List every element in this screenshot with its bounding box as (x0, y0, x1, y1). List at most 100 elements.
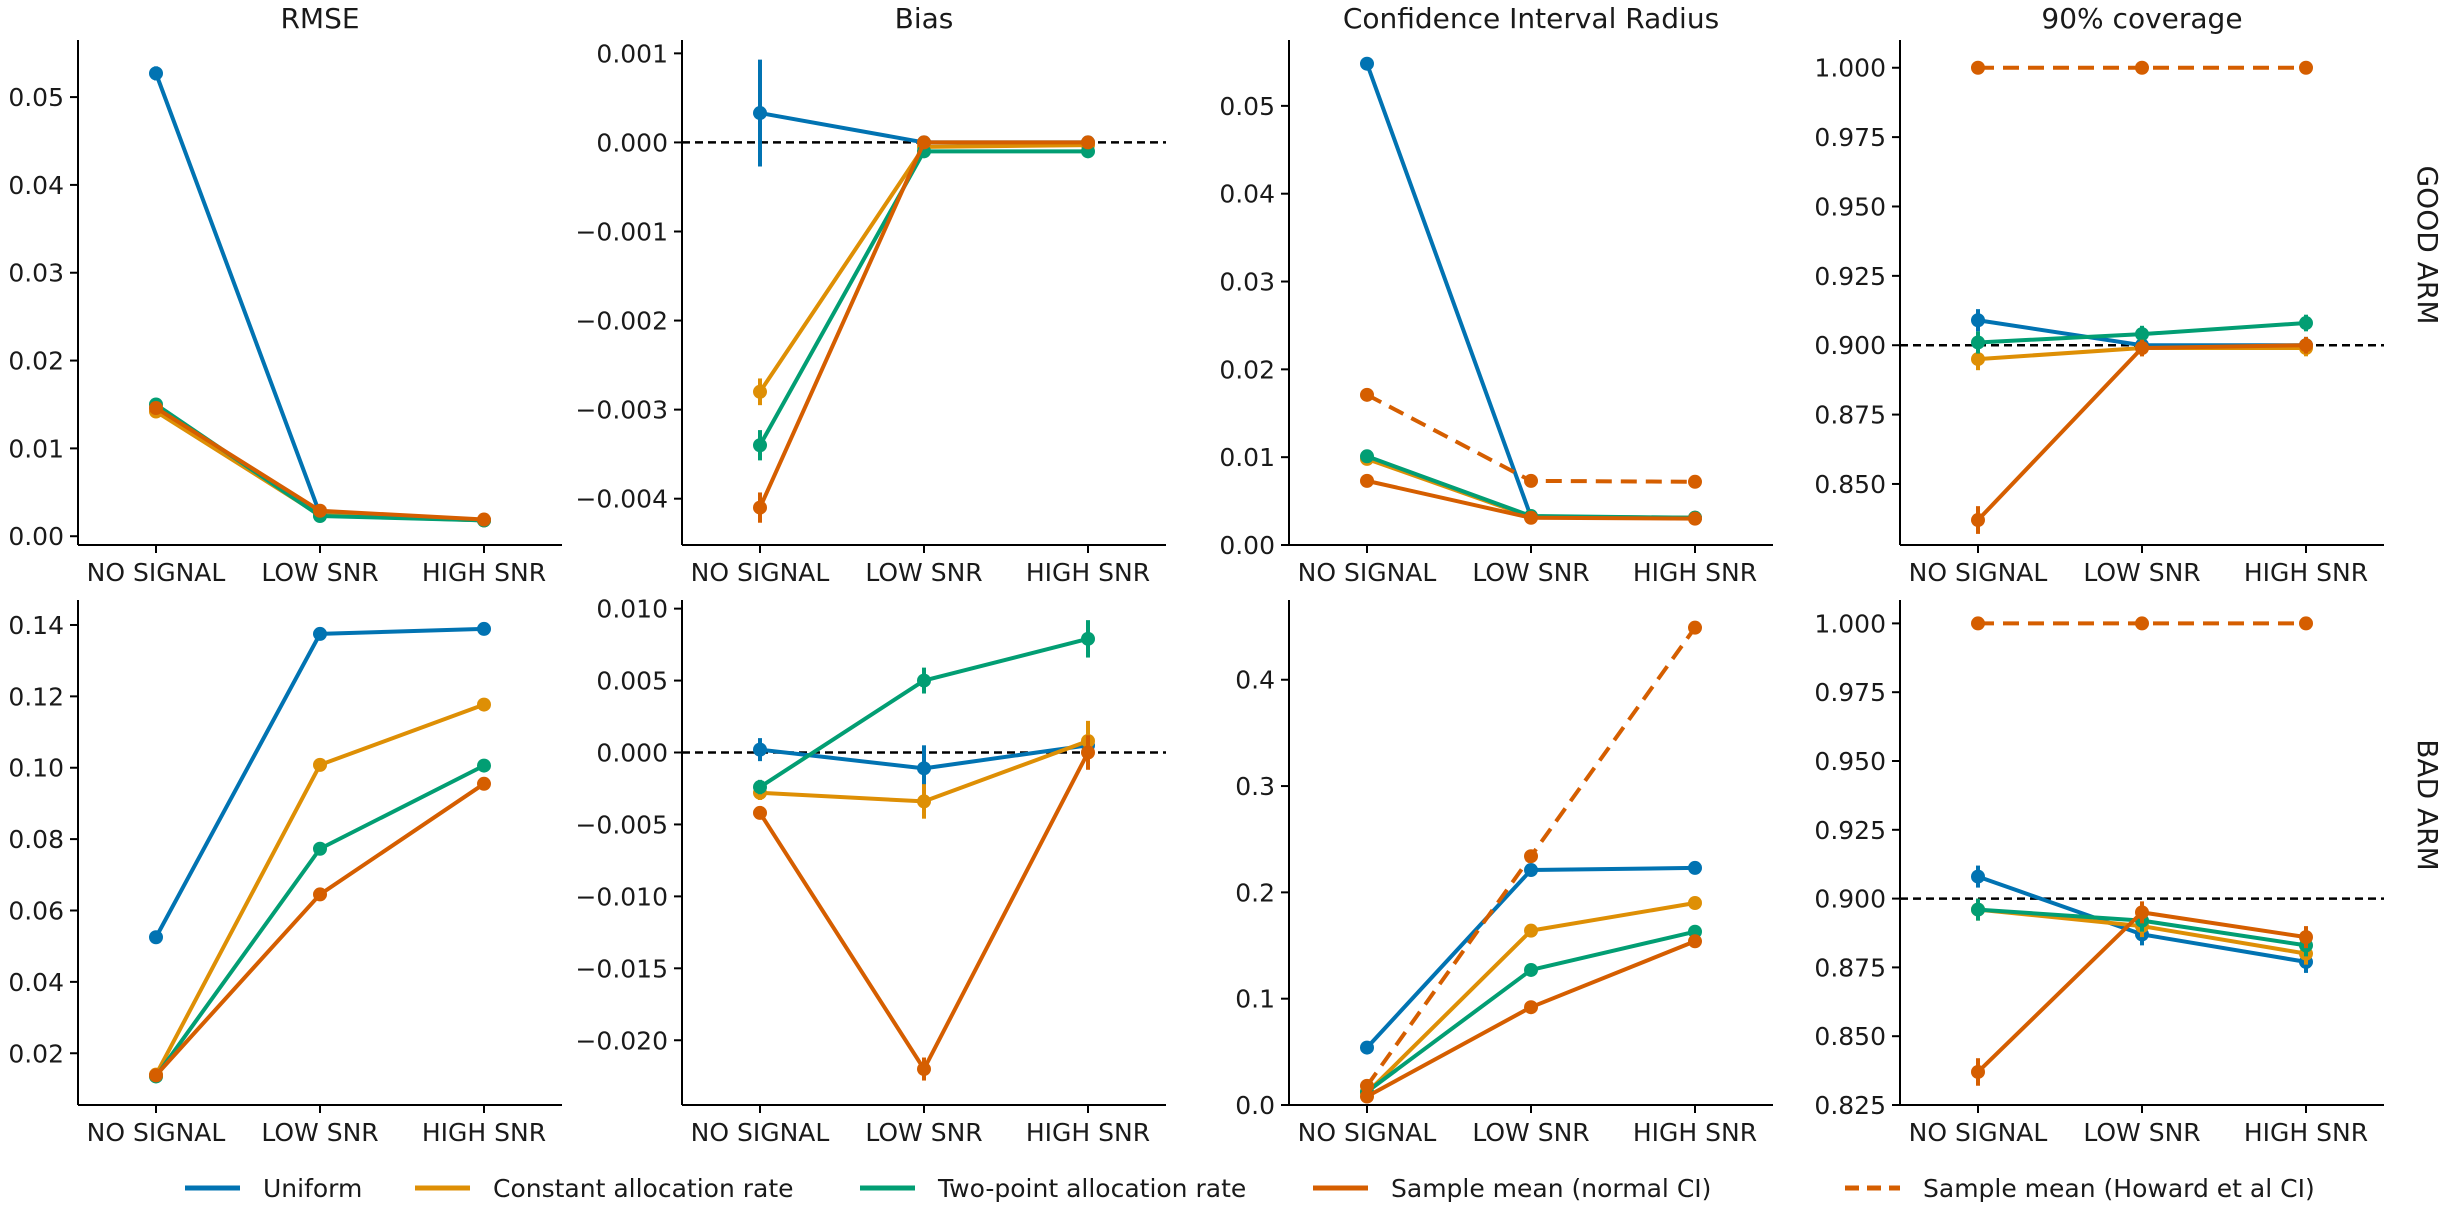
x-tick-label: HIGH SNR (1633, 558, 1757, 587)
data-point (753, 384, 767, 399)
y-tick-label: 0.850 (1814, 1022, 1886, 1051)
y-tick-label: −0.015 (575, 954, 668, 983)
x-tick-label: LOW SNR (865, 558, 982, 587)
data-point (1971, 616, 1985, 631)
data-point (149, 66, 163, 81)
y-tick-label: 0.12 (8, 682, 64, 711)
y-tick-label: 0.05 (8, 83, 64, 112)
data-point (477, 621, 491, 636)
subplot-2: 0.001 0.000 −0.001 −0.002 −0.003 −0.004 NO SIG… (575, 2, 1166, 587)
y-tick-label: 0.001 (596, 39, 668, 68)
x-tick-label: NO SIGNAL (87, 1118, 226, 1147)
legend-item: Uniform (185, 1174, 362, 1203)
data-point (1971, 513, 1985, 528)
y-tick-label: 0.2 (1235, 878, 1275, 907)
y-tick-label: 0.875 (1814, 953, 1886, 982)
data-point (477, 697, 491, 712)
y-tick-label: 0.900 (1814, 885, 1886, 914)
data-point (1360, 387, 1374, 402)
subplot-4: 1.000 0.975 0.950 0.925 0.900 0.875 0.850 NO SI… (1814, 2, 2384, 587)
y-tick-label: 0.010 (596, 595, 668, 624)
row-label: GOOD ARM (2411, 165, 2444, 324)
x-tick-label: HIGH SNR (2244, 558, 2368, 587)
y-tick-label: 0.03 (1219, 268, 1275, 297)
legend-label: Sample mean (Howard et al CI) (1923, 1174, 2315, 1203)
data-point (1971, 335, 1985, 350)
data-point (1360, 1089, 1374, 1104)
data-point (1971, 60, 1985, 75)
legend-label: Uniform (263, 1174, 362, 1203)
legend-item: Two-point allocation rate (860, 1174, 1246, 1203)
data-point (1524, 863, 1538, 878)
series-line (1976, 343, 2307, 522)
x-tick-label: LOW SNR (261, 558, 378, 587)
y-tick-label: 0.005 (596, 667, 668, 696)
y-tick-label: 0.900 (1814, 331, 1886, 360)
data-point (753, 500, 767, 515)
subplot-title: Bias (895, 2, 954, 35)
y-tick-label: 0.05 (1219, 92, 1275, 121)
data-point (313, 626, 327, 641)
subplot-title: 90% coverage (2041, 2, 2242, 35)
y-tick-label: 0.950 (1814, 747, 1886, 776)
x-tick-label: NO SIGNAL (1298, 558, 1437, 587)
data-point (1360, 449, 1374, 464)
x-tick-label: NO SIGNAL (1298, 1118, 1437, 1147)
subplot-7: 0.0 0.1 0.2 0.3 0.4 NO SIGNAL LOW SNR HIGH SNR (1235, 600, 1773, 1147)
data-point (2135, 905, 2149, 920)
series-line (1365, 63, 1696, 520)
x-tick-label: LOW SNR (1472, 1118, 1589, 1147)
y-tick-label: 0.00 (8, 522, 64, 551)
subplot-8: 1.000 0.975 0.950 0.925 0.900 0.875 0.850 0.825… (1814, 600, 2384, 1147)
legend-item: Sample mean (Howard et al CI) (1845, 1174, 2315, 1203)
subplot-title: Confidence Interval Radius (1343, 2, 1719, 35)
x-tick-label: HIGH SNR (2244, 1118, 2368, 1147)
x-tick-label: HIGH SNR (1633, 1118, 1757, 1147)
x-tick-label: NO SIGNAL (691, 1118, 830, 1147)
x-tick-label: NO SIGNAL (1909, 558, 2048, 587)
legend-item: Sample mean (normal CI) (1313, 1174, 1711, 1203)
data-point (477, 776, 491, 791)
y-tick-label: 0.03 (8, 259, 64, 288)
data-point (1081, 135, 1095, 150)
data-point (1524, 849, 1538, 864)
y-tick-label: 0.925 (1814, 262, 1886, 291)
x-tick-label: NO SIGNAL (87, 558, 226, 587)
data-point (149, 930, 163, 945)
data-point (2299, 60, 2313, 75)
data-point (313, 841, 327, 856)
y-tick-label: 0.01 (8, 434, 64, 463)
data-point (753, 438, 767, 453)
y-tick-label: −0.005 (575, 810, 668, 839)
data-point (1524, 510, 1538, 525)
data-point (1688, 860, 1702, 875)
y-tick-label: 0.01 (1219, 443, 1275, 472)
series-line (1366, 457, 1696, 520)
y-tick-label: 0.00 (1219, 531, 1275, 560)
subplot-title: RMSE (280, 2, 359, 35)
x-tick-label: LOW SNR (2083, 1118, 2200, 1147)
data-point (2135, 327, 2149, 342)
data-point (1688, 620, 1702, 635)
subplot-6: 0.010 0.005 0.000 −0.005 −0.010 −0.015 −0.020 N… (575, 595, 1166, 1147)
data-point (1971, 869, 1985, 884)
y-tick-label: 0.02 (1219, 355, 1275, 384)
data-point (2135, 60, 2149, 75)
y-tick-label: 0.950 (1814, 192, 1886, 221)
data-point (917, 761, 931, 776)
legend-label: Sample mean (normal CI) (1391, 1174, 1711, 1203)
data-point (313, 757, 327, 772)
data-point (2299, 616, 2313, 631)
data-point (2299, 316, 2313, 331)
x-tick-label: HIGH SNR (422, 1118, 546, 1147)
data-point (1524, 923, 1538, 938)
y-tick-label: 0.02 (8, 1039, 64, 1068)
data-point (1688, 474, 1702, 489)
y-tick-label: 0.02 (8, 347, 64, 376)
x-tick-label: NO SIGNAL (1909, 1118, 2048, 1147)
y-tick-label: 0.3 (1235, 772, 1275, 801)
y-tick-label: 1.000 (1814, 609, 1886, 638)
data-point (1360, 1040, 1374, 1055)
data-point (1360, 473, 1374, 488)
y-tick-label: 0.10 (8, 754, 64, 783)
